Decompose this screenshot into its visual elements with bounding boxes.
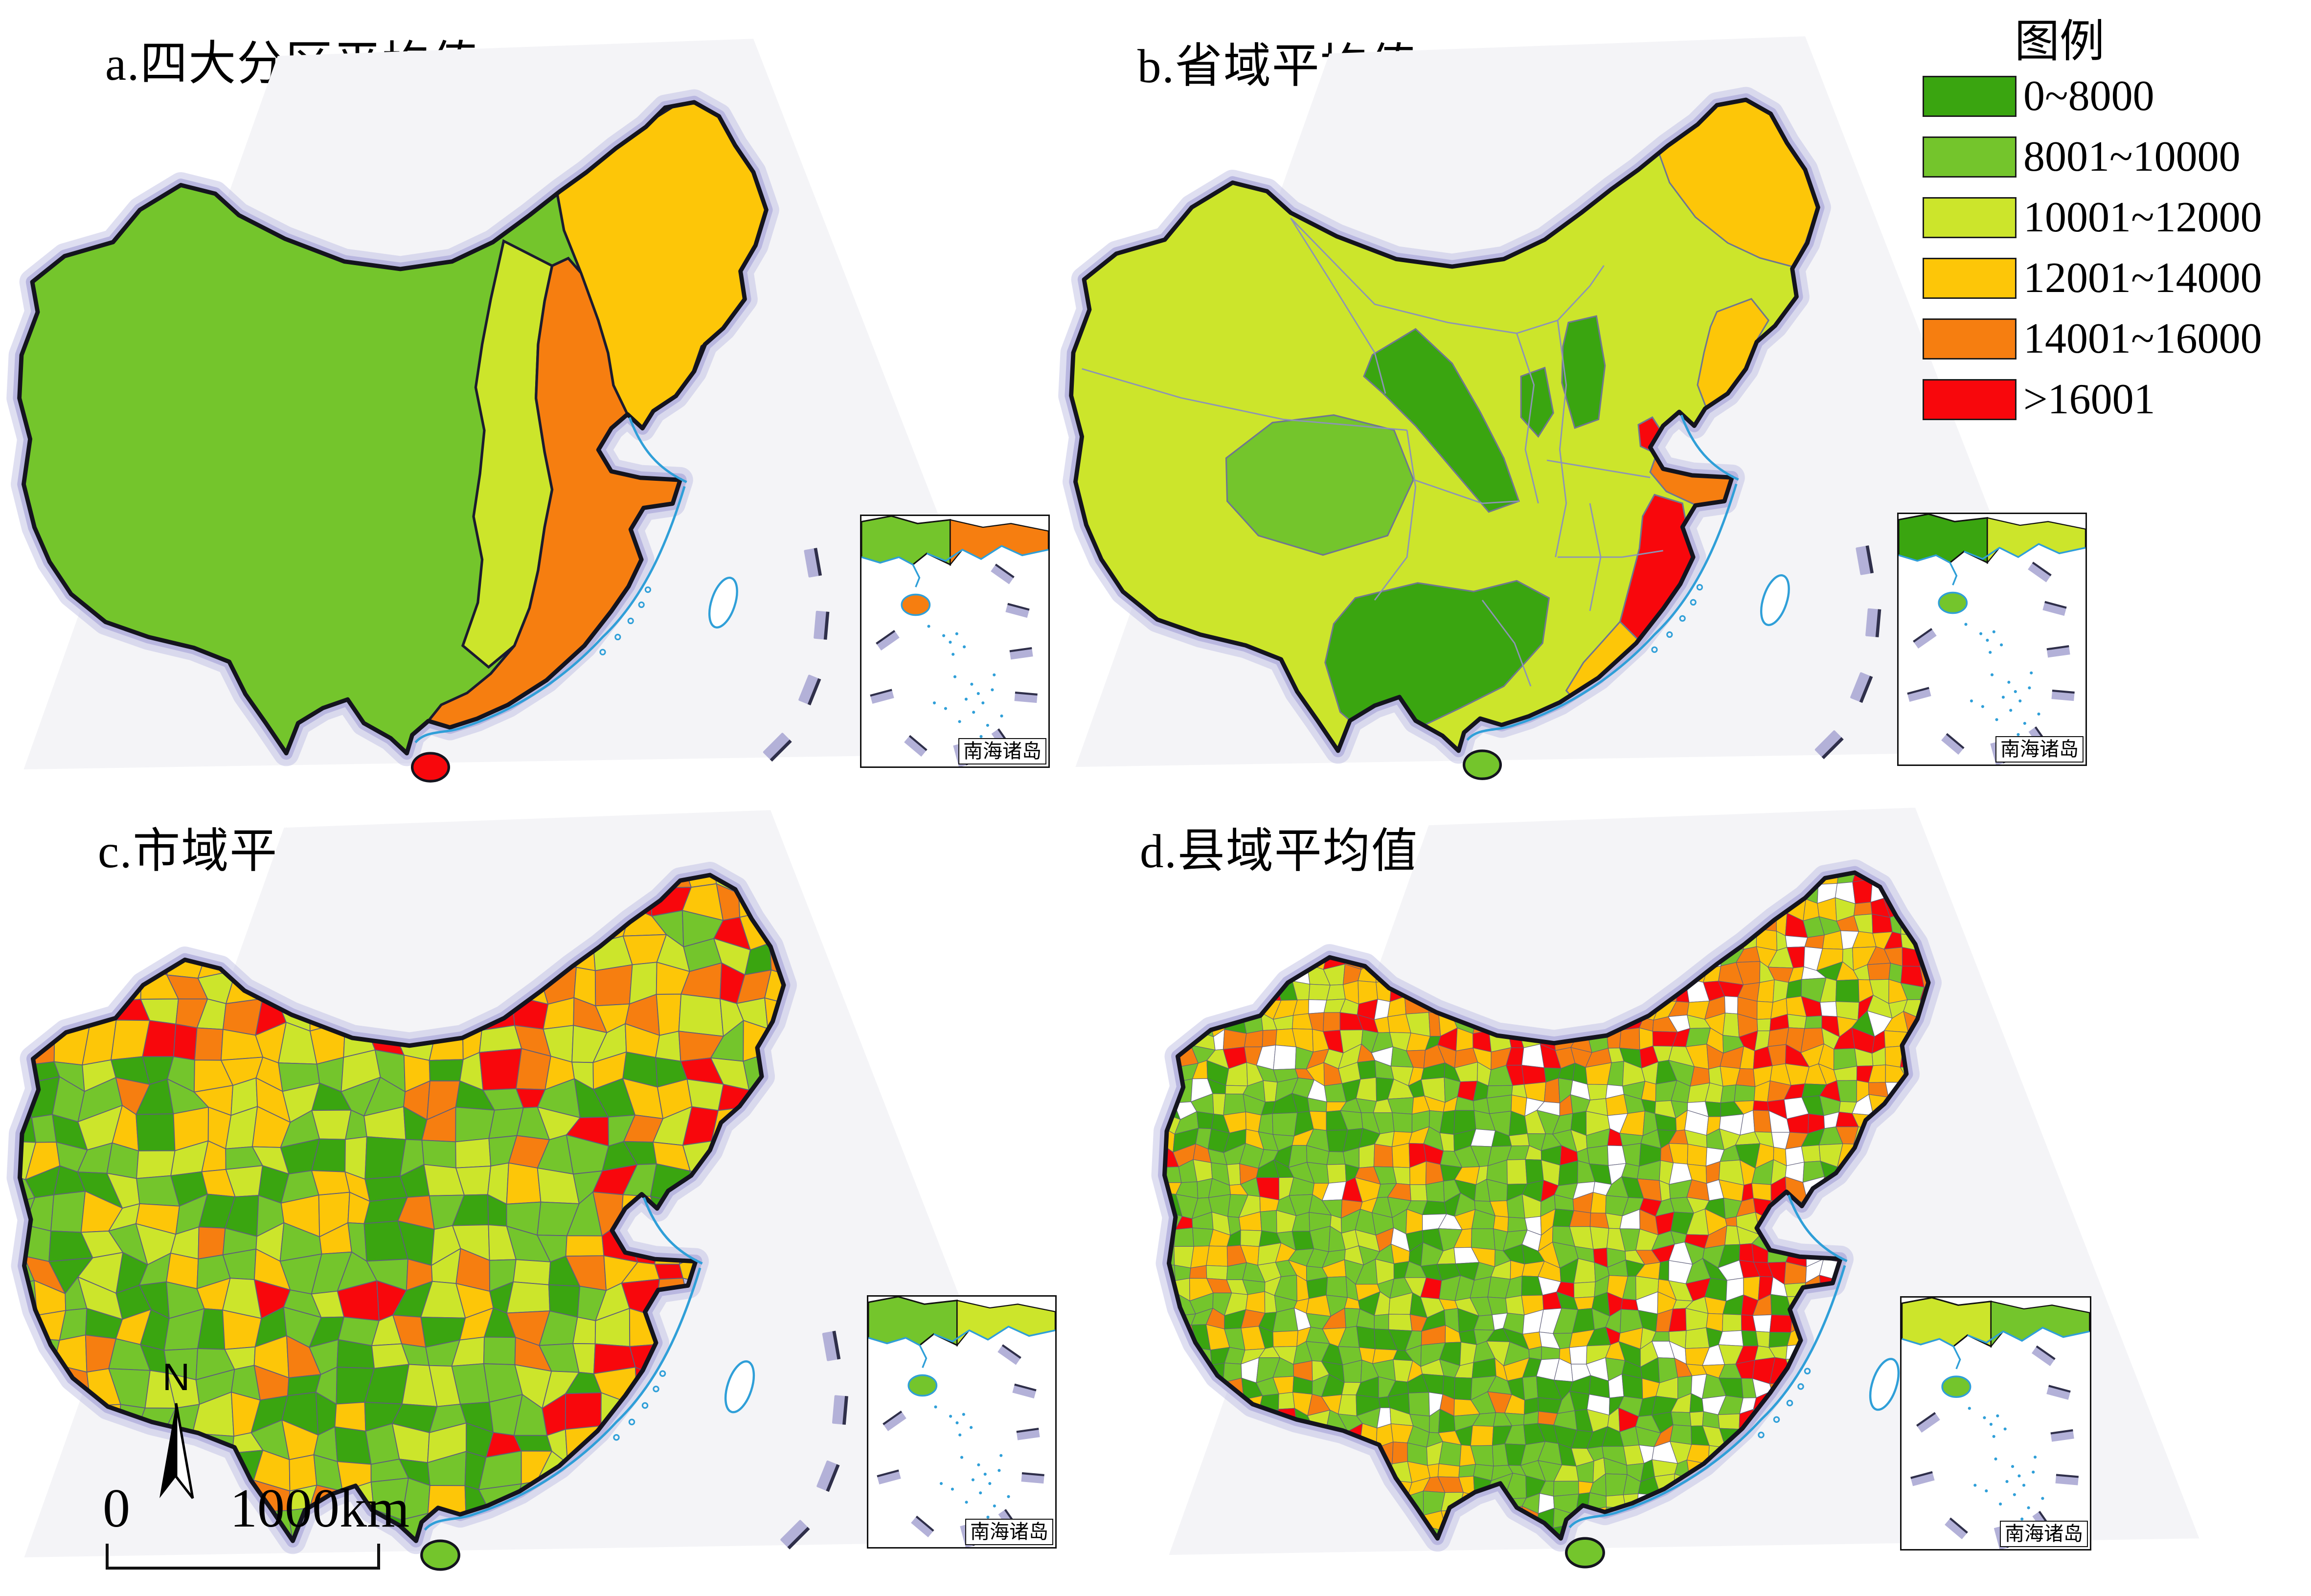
scale-bar-end: 1000km [230, 1478, 410, 1539]
inset-label: 南海诸岛 [965, 1519, 1053, 1545]
legend-label: 14001~16000 [2023, 315, 2262, 362]
legend-swatch-10001-12000 [1923, 197, 2016, 238]
south-china-sea-inset-d: 南海诸岛 [1900, 1296, 2091, 1551]
sea-dash [763, 733, 792, 762]
legend-item: 14001~16000 [1923, 315, 2309, 362]
inset-map [1899, 514, 2085, 764]
legend-swatch-8001-10000 [1923, 136, 2016, 178]
coastline-blue [424, 1267, 702, 1531]
legend-label: 10001~12000 [2023, 194, 2262, 241]
inset-coastline [1899, 543, 2085, 585]
country-outline [1069, 97, 1820, 753]
inset-coastline [868, 1326, 1055, 1368]
legend-item: 12001~14000 [1923, 254, 2309, 302]
legend-label: 12001~14000 [2023, 254, 2262, 302]
taiwan-island [1869, 1358, 1900, 1411]
legend-label: >16001 [2023, 376, 2155, 423]
country-outline [17, 100, 769, 756]
legend-title: 图例 [2014, 17, 2105, 67]
map-panel-b [1058, 36, 2083, 780]
north-arrow-label: N [162, 1355, 190, 1398]
inset-coastline [861, 545, 1048, 587]
north-arrow-icon [159, 1403, 194, 1499]
inset-hainan [1938, 591, 1968, 614]
legend-swatch-12001-14000 [1923, 258, 2016, 299]
legend-swatch-0-8000 [1923, 76, 2016, 117]
taiwan-island [708, 577, 738, 629]
inset-label: 南海诸岛 [2000, 1521, 2088, 1547]
scale-bar-start: 0 [103, 1478, 130, 1539]
south-china-sea-inset-a: 南海诸岛 [860, 515, 1050, 768]
sea-dash [832, 1395, 848, 1425]
inset-hainan [907, 1374, 938, 1397]
legend-item: 8001~10000 [1923, 133, 2309, 180]
hainan-island [1565, 1537, 1605, 1569]
sea-dash [780, 1520, 810, 1550]
legend-label: 8001~10000 [2023, 133, 2241, 180]
hainan-island [420, 1539, 460, 1571]
sea-dash [804, 547, 822, 578]
country-outline [18, 873, 786, 1543]
sea-dash [798, 674, 821, 706]
coastline-blue [1568, 1265, 1846, 1529]
sea-dash [1814, 730, 1844, 760]
legend: 图例 0~8000 8001~10000 10001~12000 12001~1… [1923, 5, 2309, 441]
map-panel-c [6, 810, 1055, 1571]
sea-dash [814, 610, 830, 640]
inset-hainan [901, 593, 931, 616]
inset-label: 南海诸岛 [958, 738, 1046, 764]
legend-swatch-gt16001 [1923, 379, 2016, 420]
sea-dash [1856, 545, 1874, 575]
legend-swatch-14001-16000 [1923, 318, 2016, 360]
legend-item: 10001~12000 [1923, 194, 2309, 241]
choropleth-fill-layer [1071, 100, 1818, 751]
legend-item: >16001 [1923, 376, 2309, 423]
inset-map [1902, 1298, 2090, 1549]
legend-item: 0~8000 [1923, 72, 2309, 120]
scale-bar: 0 1000km [83, 1477, 572, 1575]
hainan-island [1462, 749, 1502, 780]
country-outline [1162, 870, 1931, 1541]
map-panel-d [1151, 808, 2199, 1569]
south-china-sea-inset-c: 南海诸岛 [867, 1295, 1057, 1549]
map-panel-a [6, 39, 1031, 783]
north-arrow: N [142, 1355, 210, 1502]
taiwan-island [1760, 574, 1790, 626]
coastline-blue [414, 486, 686, 743]
sea-dash [1850, 672, 1873, 703]
sea-dash [822, 1330, 841, 1361]
taiwan-island [724, 1360, 755, 1414]
inset-map [861, 516, 1048, 766]
sea-dash [1865, 608, 1881, 637]
inset-label: 南海诸岛 [1995, 736, 2084, 763]
legend-label: 0~8000 [2023, 72, 2154, 120]
panel-d-title: d.县域平均值 [1140, 825, 1420, 877]
coastline-blue [1466, 483, 1738, 741]
scale-bar-line [106, 1544, 380, 1570]
hainan-island [410, 752, 451, 783]
sea-dash [816, 1461, 840, 1492]
south-china-sea-inset-b: 南海诸岛 [1897, 513, 2087, 766]
choropleth-fill-layer [20, 875, 784, 1541]
inset-hainan [1941, 1375, 1971, 1398]
inset-map [868, 1297, 1055, 1547]
inset-coastline [1902, 1326, 2090, 1370]
